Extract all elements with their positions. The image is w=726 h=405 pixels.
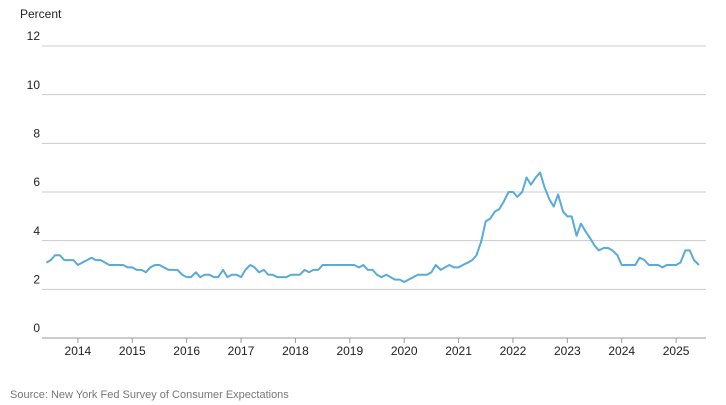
y-tick-label: 6 <box>33 175 40 189</box>
x-tick-label: 2020 <box>391 344 418 358</box>
x-tick-label: 2015 <box>119 344 146 358</box>
y-tick-label: 2 <box>33 273 40 287</box>
y-tick-label: 10 <box>27 78 41 92</box>
x-tick-label: 2019 <box>336 344 363 358</box>
y-axis-label: Percent <box>20 7 62 21</box>
y-tick-label: 12 <box>27 29 41 43</box>
y-tick-label: 4 <box>33 224 40 238</box>
x-tick-label: 2025 <box>663 344 690 358</box>
x-tick-label: 2017 <box>228 344 255 358</box>
y-tick-label: 8 <box>33 127 40 141</box>
x-tick-label: 2023 <box>554 344 581 358</box>
x-tick-label: 2022 <box>500 344 527 358</box>
x-tick-label: 2024 <box>608 344 635 358</box>
y-tick-label: 0 <box>33 321 40 335</box>
source-note: Source: New York Fed Survey of Consumer … <box>10 389 289 401</box>
x-tick-label: 2018 <box>282 344 309 358</box>
x-tick-label: 2016 <box>173 344 200 358</box>
x-tick-label: 2021 <box>445 344 472 358</box>
x-tick-label: 2014 <box>65 344 92 358</box>
data-line <box>45 171 700 284</box>
